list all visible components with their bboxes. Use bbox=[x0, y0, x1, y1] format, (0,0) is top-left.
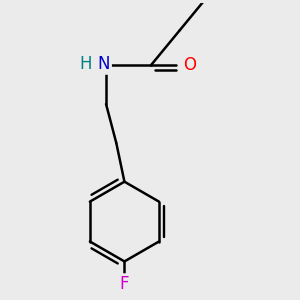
Text: H: H bbox=[79, 55, 92, 73]
Text: N: N bbox=[98, 55, 110, 73]
Text: F: F bbox=[120, 275, 129, 293]
Text: O: O bbox=[183, 56, 196, 74]
